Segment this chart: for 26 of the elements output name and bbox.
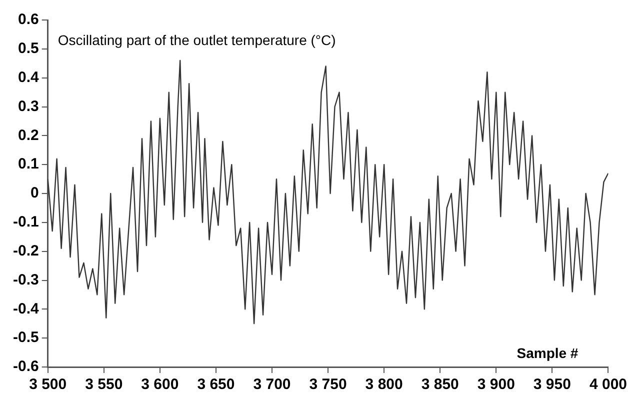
x-tick-label: 3 750 [309, 376, 347, 394]
x-tick-label: 3 900 [477, 376, 515, 394]
y-tick-label: -0.4 [12, 300, 40, 318]
x-tick-label: 3 650 [197, 376, 235, 394]
x-tick-label: 4 000 [589, 376, 628, 394]
y-tick-label: -0.1 [12, 214, 39, 231]
y-tick-label: -0.6 [12, 358, 39, 376]
x-tick-label: 3 700 [253, 376, 291, 394]
y-tick-label: -0.3 [12, 271, 39, 288]
x-tick-label: 3 950 [533, 376, 571, 394]
x-tick-label: 3 550 [85, 376, 123, 394]
y-tick-label: 0.4 [18, 68, 40, 86]
y-axis-title: Oscillating part of the outlet temperature (°C) [58, 32, 336, 48]
x-tick-label: 3 500 [29, 376, 67, 394]
y-tick-label: 0.5 [18, 40, 39, 58]
y-tick-label: -0.5 [12, 329, 39, 346]
y-tick-label: 0.1 [18, 156, 39, 173]
x-axis-title: Sample # [516, 344, 578, 361]
y-tick-label: 0.6 [18, 11, 39, 28]
y-tick-label: 0 [30, 184, 39, 202]
y-tick-label: 0.2 [18, 126, 39, 144]
y-tick-label: -0.2 [12, 242, 39, 260]
y-tick-label: 0.3 [18, 98, 39, 115]
x-tick-label: 3 800 [365, 376, 403, 394]
x-tick-label: 3 850 [421, 376, 459, 394]
x-tick-label: 3 600 [141, 376, 179, 394]
